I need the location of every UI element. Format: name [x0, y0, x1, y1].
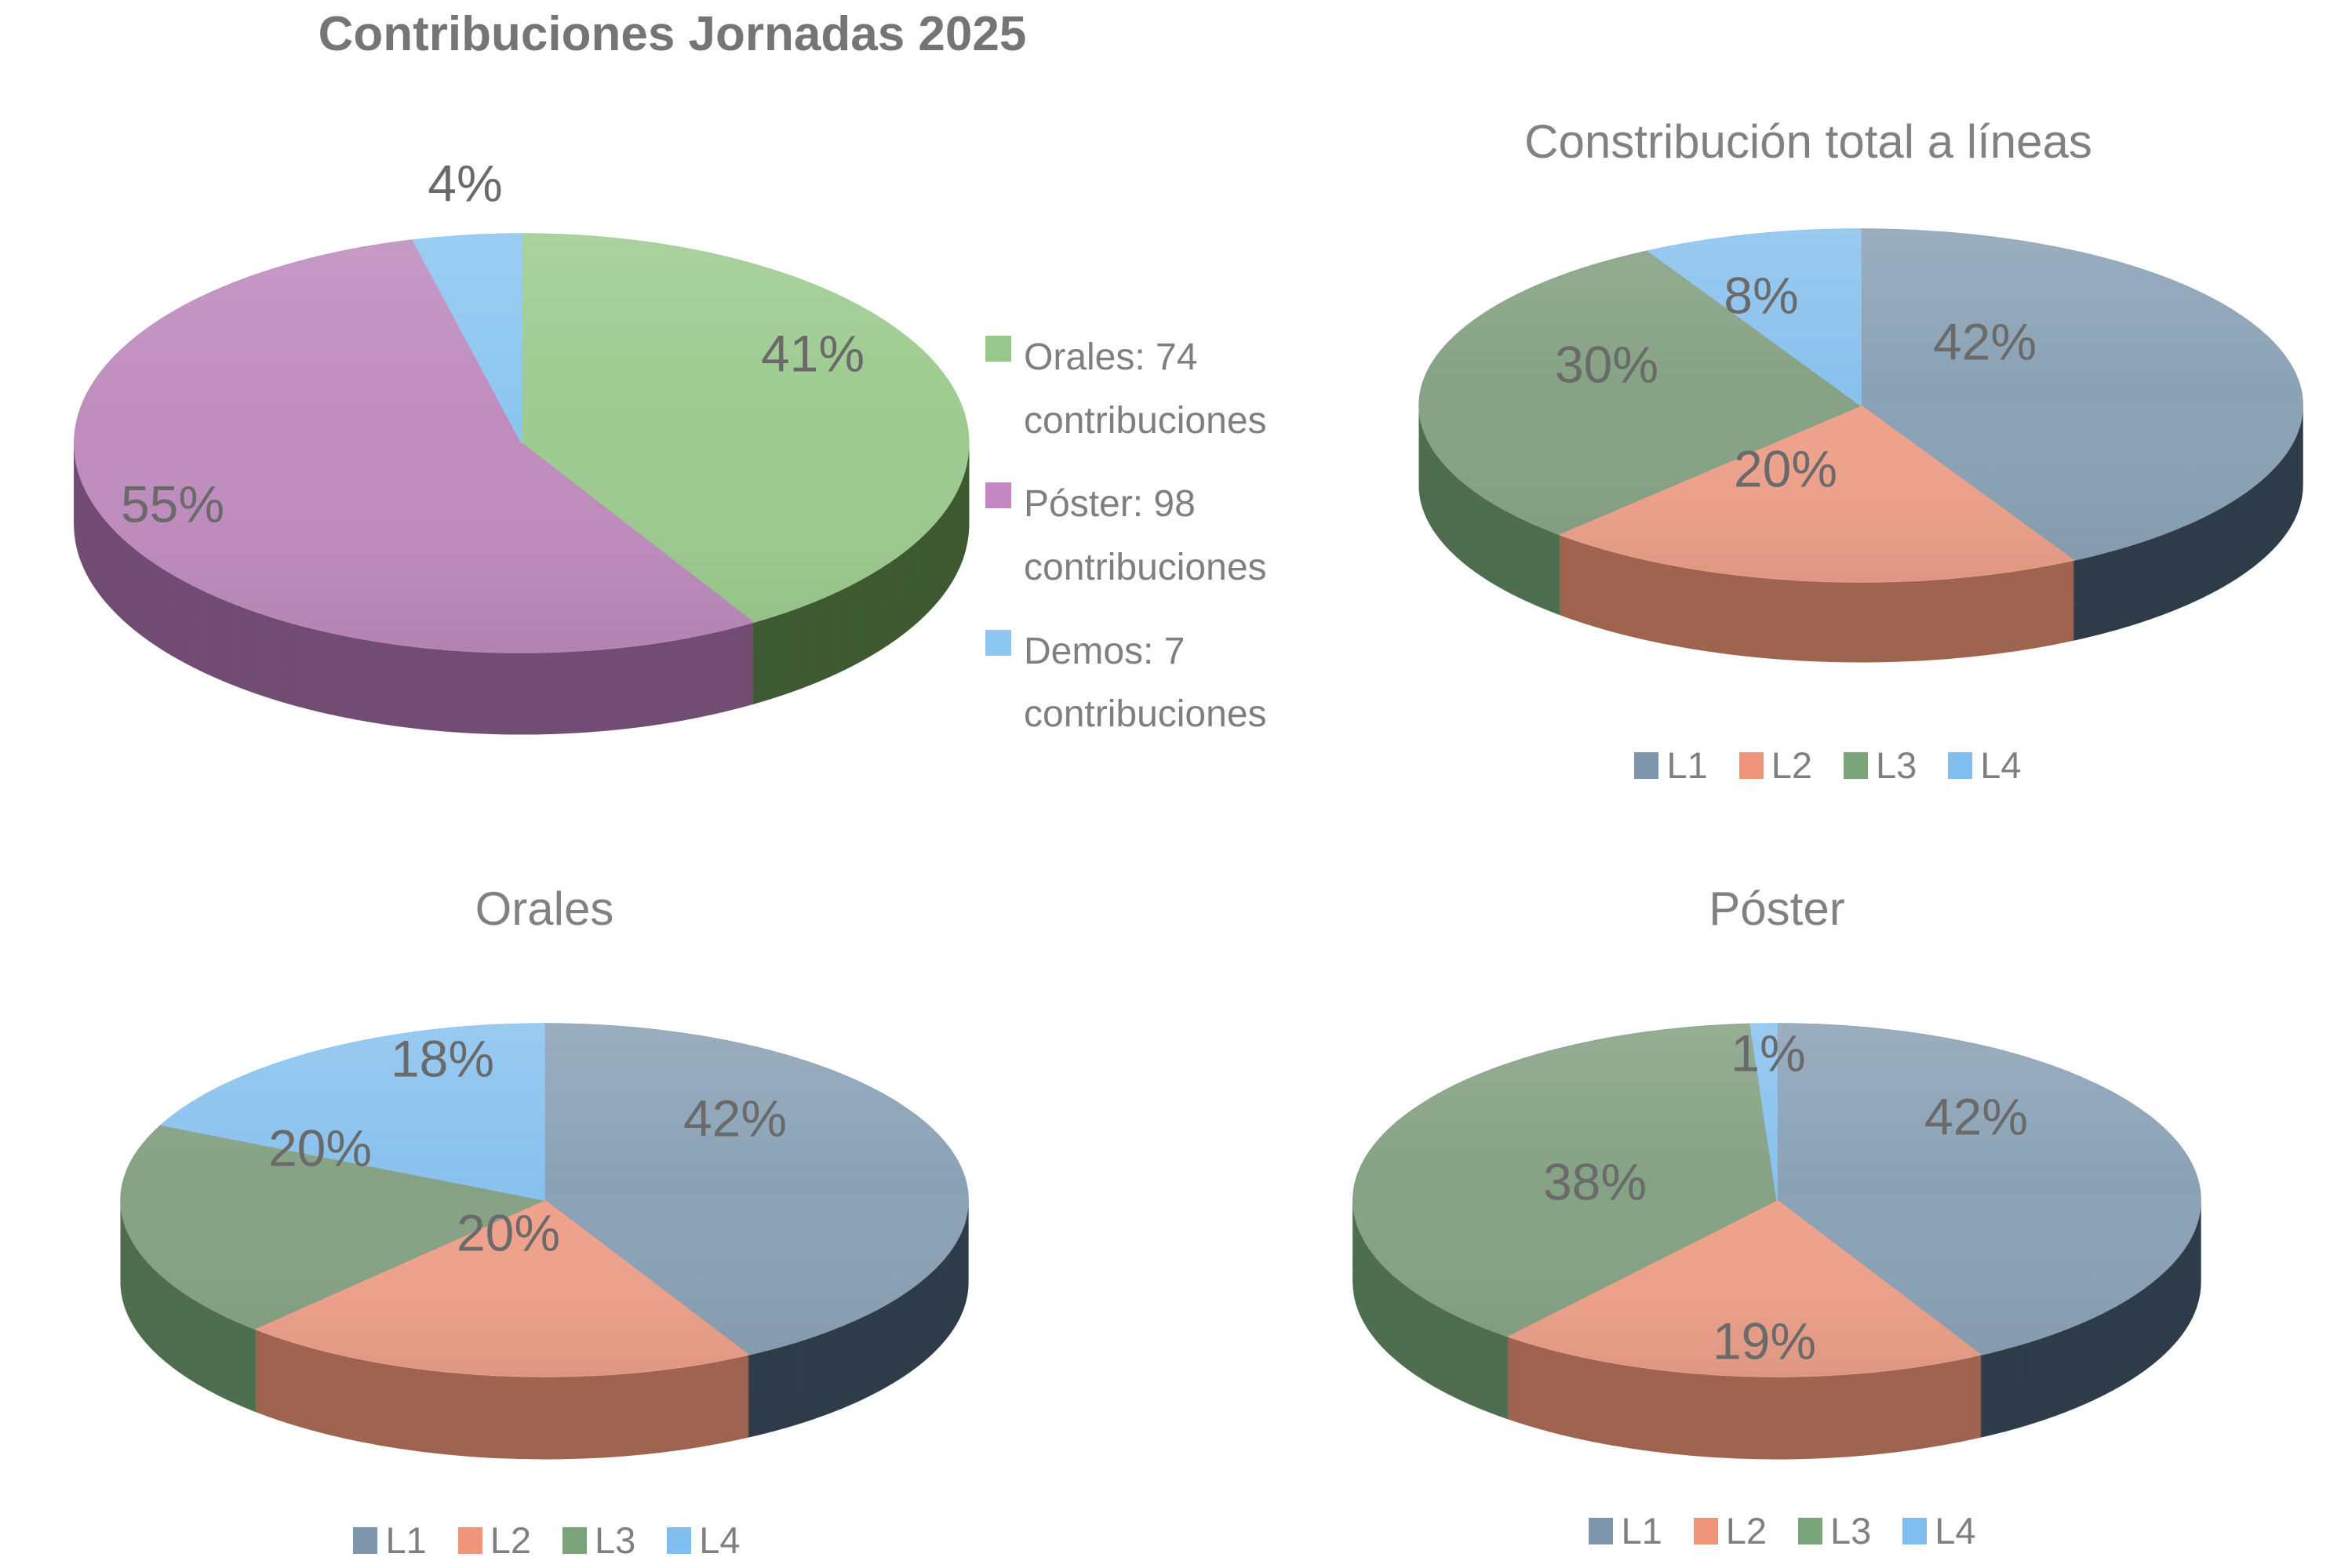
- pct-label-Orales: 41%: [761, 324, 865, 382]
- legend-swatch-Póster: [985, 482, 1011, 509]
- pct-label-L4: 18%: [391, 1029, 494, 1087]
- legend-item-L3: L3: [562, 1519, 635, 1562]
- legend-item-L2: L2: [1693, 1509, 1767, 1552]
- legend-item-L1: L1: [1589, 1509, 1662, 1552]
- legend-swatch-L4: [1902, 1517, 1928, 1544]
- legend-item-L3: L3: [1798, 1509, 1871, 1552]
- pct-label-L1: 42%: [1933, 312, 2037, 370]
- legend-label-L1: L1: [385, 1519, 427, 1561]
- legend-swatch-L3: [1798, 1517, 1822, 1544]
- legend-swatch-L1: [353, 1526, 378, 1554]
- legend-label-L4: L4: [699, 1519, 741, 1561]
- pct-label-L3: 38%: [1543, 1152, 1647, 1210]
- pct-label-Demos: 4%: [428, 154, 502, 212]
- legend-lineas: L1 L2 L3 L4: [1357, 744, 2299, 787]
- legend-item-L1: L1: [353, 1519, 427, 1562]
- legend-label-Póster: Póster: 98 contribuciones: [1024, 483, 1267, 588]
- legend-label-L2: L2: [490, 1519, 531, 1561]
- pct-label-L3: 30%: [1555, 335, 1658, 393]
- legend-item-L4: L4: [667, 1519, 741, 1562]
- legend-item-L3: L3: [1844, 744, 1917, 787]
- legend-item-Póster: Póster: 98 contribuciones: [985, 473, 1267, 599]
- legend-label-L2: L2: [1725, 1510, 1767, 1552]
- legend-swatch-L1: [1634, 751, 1659, 779]
- legend-swatch-Demos: [985, 629, 1011, 656]
- pct-label-L3: 20%: [268, 1119, 372, 1177]
- legend-item-L2: L2: [1738, 744, 1812, 787]
- pct-label-L4: 1%: [1731, 1024, 1805, 1082]
- legend-label-L2: L2: [1771, 744, 1812, 786]
- legend-item-Orales: Orales: 74 contribuciones: [985, 326, 1267, 453]
- legend-label-L3: L3: [595, 1519, 636, 1561]
- legend-item-Demos: Demos: 7 contribuciones: [985, 620, 1267, 747]
- legend-label-L4: L4: [1980, 744, 2022, 786]
- legend-contribuciones: Orales: 74 contribuciones Póster: 98 contri…: [985, 326, 1267, 747]
- legend-item-L1: L1: [1634, 744, 1708, 787]
- legend-label-Demos: Demos: 7 contribuciones: [1024, 630, 1267, 736]
- pct-label-L1: 42%: [683, 1089, 787, 1147]
- legend-swatch-L4: [667, 1526, 692, 1554]
- pct-label-L1: 42%: [1924, 1087, 2028, 1145]
- legend-swatch-L2: [457, 1526, 482, 1554]
- legend-swatch-L3: [1844, 751, 1868, 779]
- legend-swatch-L1: [1589, 1517, 1614, 1544]
- pct-label-Póster: 55%: [121, 475, 224, 533]
- legend-label-L1: L1: [1621, 1510, 1662, 1552]
- legend-label-Orales: Orales: 74 contribuciones: [1024, 337, 1267, 442]
- legend-label-L3: L3: [1830, 1510, 1872, 1552]
- pct-label-L2: 19%: [1713, 1312, 1816, 1370]
- legend-poster: L1 L2 L3 L4: [1312, 1509, 2253, 1552]
- legend-label-L3: L3: [1876, 744, 1917, 786]
- pct-label-L2: 20%: [457, 1203, 560, 1261]
- chart-title-lineas: Constribución total a líneas: [1524, 115, 2092, 168]
- legend-item-L4: L4: [1902, 1509, 1976, 1552]
- legend-label-L4: L4: [1935, 1510, 1976, 1552]
- legend-label-L1: L1: [1666, 744, 1708, 786]
- pct-label-L4: 8%: [1724, 266, 1798, 324]
- legend-orales: L1 L2 L3 L4: [76, 1519, 1018, 1562]
- legend-swatch-L2: [1738, 751, 1764, 779]
- pct-label-L2: 20%: [1734, 439, 1837, 497]
- legend-swatch-L2: [1693, 1517, 1718, 1544]
- chart-title-poster: Póster: [1709, 882, 1845, 935]
- legend-swatch-Orales: [985, 336, 1011, 362]
- legend-swatch-L3: [562, 1526, 587, 1554]
- legend-item-L2: L2: [457, 1519, 531, 1562]
- legend-item-L4: L4: [1948, 744, 2022, 787]
- legend-swatch-L4: [1948, 751, 1973, 779]
- chart-title-orales: Orales: [475, 882, 614, 935]
- chart-title-contribuciones: Contribuciones Jornadas 2025: [318, 7, 1027, 61]
